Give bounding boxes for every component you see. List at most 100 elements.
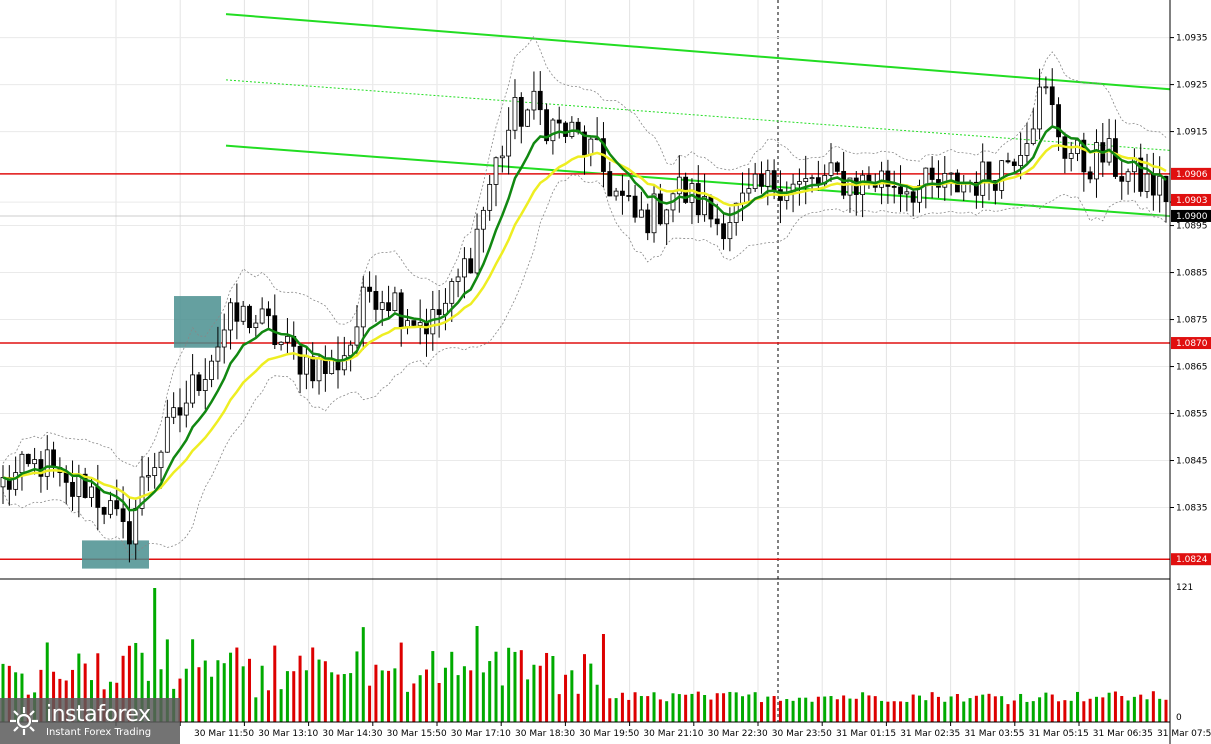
candle-body [803, 178, 809, 182]
volume-bar [1050, 694, 1054, 722]
candle-body [430, 309, 436, 335]
volume-bar [1057, 701, 1061, 722]
candle-body [202, 379, 208, 391]
candle-body [986, 161, 992, 181]
volume-bar [728, 691, 732, 722]
volume-bar [753, 692, 757, 722]
volume-bar [848, 698, 852, 722]
volume-bar [570, 670, 574, 722]
volume-bar [1038, 697, 1042, 722]
volume-bar [861, 692, 865, 722]
instaforex-logo-banner: instaforex Instant Forex Trading [0, 698, 180, 744]
volume-bar [614, 698, 618, 722]
candle-body [980, 161, 986, 196]
candle-body [544, 109, 549, 142]
volume-bar [488, 661, 492, 722]
candle-body [917, 185, 922, 203]
candle-body [961, 183, 967, 193]
candle-body [13, 472, 19, 490]
volume-bar [943, 701, 947, 722]
candle-body [190, 374, 196, 404]
volume-max-label: 121 [1176, 583, 1193, 593]
volume-bar [96, 653, 100, 722]
candle-body [582, 131, 587, 156]
volume-bar [330, 672, 334, 722]
candle-body [645, 209, 651, 234]
candle-body [942, 173, 948, 188]
volume-bar [20, 673, 24, 722]
candle-body [689, 183, 695, 203]
current-price-box [1171, 193, 1211, 206]
volume-bar [121, 655, 125, 722]
candle-body [556, 119, 562, 124]
volume-bar [298, 655, 302, 722]
volume-bar [248, 658, 252, 722]
time-tick-label: 31 Mar 07:55 [1157, 729, 1211, 739]
time-tick-label: 31 Mar 01:15 [836, 729, 896, 739]
level-label: 1.0906 [1176, 170, 1208, 180]
candle-body [316, 357, 322, 382]
candle-body [247, 305, 252, 329]
volume-bar [652, 692, 656, 722]
volume-bar [1, 663, 5, 722]
volume-bar [127, 645, 131, 722]
volume-bar [620, 692, 624, 722]
candle-body [765, 170, 771, 187]
vertical-grid [115, 0, 1080, 722]
candle-body [1005, 160, 1011, 163]
candle-body [923, 167, 929, 187]
volume-bar [1069, 700, 1073, 722]
price-tick-label: 1.0835 [1176, 504, 1208, 514]
candle-body [398, 292, 404, 328]
volume-bar [469, 670, 473, 722]
candle-body [462, 258, 467, 278]
volume-bar [936, 696, 940, 722]
volume-bar [462, 666, 466, 722]
candle-body [405, 320, 410, 328]
volume-bar [639, 696, 643, 722]
price-tick-label: 1.0935 [1176, 34, 1208, 44]
volume-bar [77, 653, 81, 722]
candle-body [240, 305, 246, 322]
candle-body [948, 172, 954, 175]
lower-envelope-band [2, 174, 1167, 557]
volume-bar [279, 689, 283, 722]
candle-body [234, 302, 240, 322]
volume-bar [1063, 700, 1067, 722]
volume-bar [406, 691, 410, 722]
volume-bar [778, 700, 782, 722]
candle-body [221, 329, 227, 348]
volume-bar [917, 695, 921, 722]
volume-bar [854, 698, 858, 722]
candle-body [297, 345, 303, 375]
volume-bar [159, 669, 163, 722]
candle-body [638, 209, 644, 218]
volume-bar [633, 692, 637, 722]
fast-moving-average [2, 125, 1167, 512]
volume-bar [665, 701, 669, 722]
candle-body [101, 507, 107, 515]
candle-body [493, 157, 499, 185]
volume-bar [393, 668, 397, 722]
volume-bar [962, 701, 966, 722]
candle-body [531, 90, 537, 111]
candle-body [164, 416, 170, 453]
candle-body [474, 228, 480, 274]
volume-bar [14, 672, 18, 722]
candle-body [1043, 86, 1049, 89]
candle-body [834, 162, 840, 172]
time-tick-label: 30 Mar 14:30 [322, 729, 382, 739]
volume-bar [1101, 697, 1105, 722]
candle-body [607, 171, 613, 197]
volume-bar [684, 694, 688, 722]
high-zone-box [174, 296, 221, 348]
volume-bar [273, 645, 277, 722]
volume-bar [968, 698, 972, 722]
candle-body [108, 500, 113, 515]
candle-body [95, 486, 101, 508]
volume-bar [557, 694, 561, 722]
candle-body [114, 500, 120, 510]
chart-frame [0, 0, 1171, 744]
